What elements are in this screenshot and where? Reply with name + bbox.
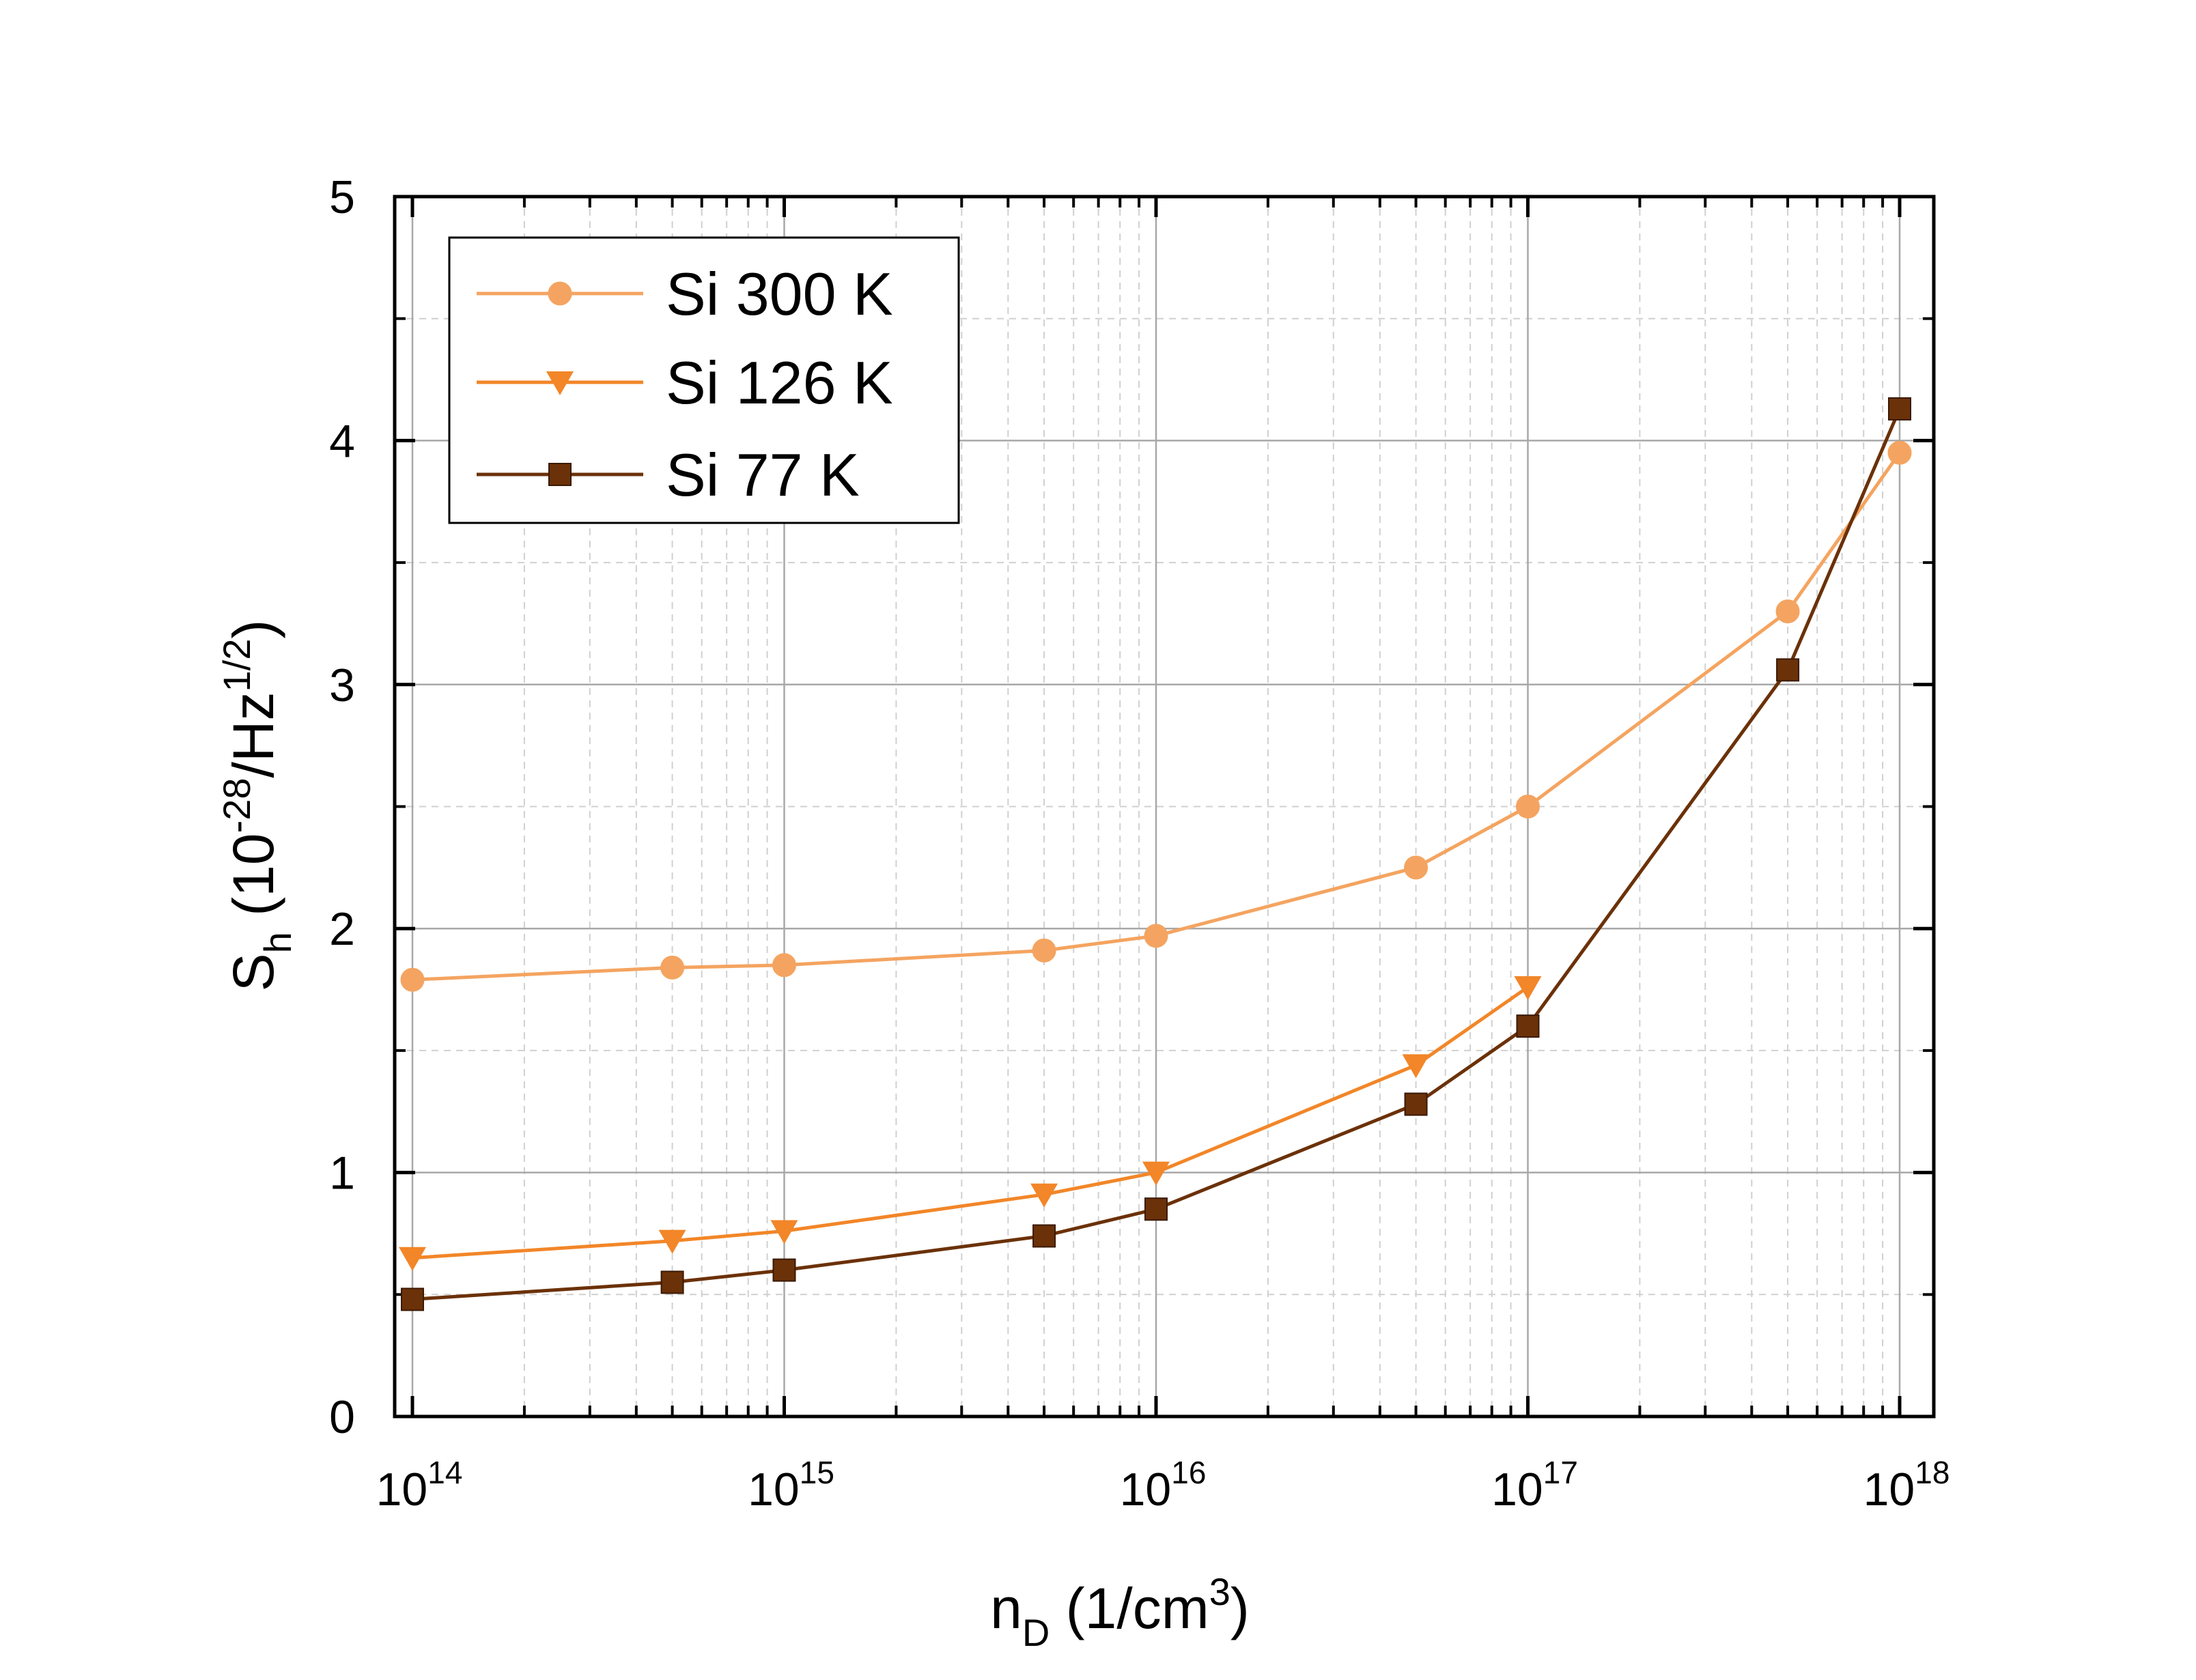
y-axis-label: Sh (10-28/Hz1/2) — [215, 620, 299, 992]
series-si-300-k — [400, 440, 1912, 992]
y-tick-label: 4 — [329, 415, 355, 467]
data-point-si-300-k — [1516, 795, 1540, 818]
x-tick-label: 1015 — [748, 1455, 834, 1515]
x-tick-label: 1017 — [1491, 1455, 1578, 1515]
data-point-si-300-k — [1032, 938, 1056, 963]
legend-marker-si-300-k — [548, 281, 572, 306]
data-point-si-77-k — [772, 1258, 796, 1282]
data-point-si-77-k — [1516, 1014, 1540, 1038]
plot-frame — [393, 195, 1936, 1419]
legend-marker-si-77-k — [548, 463, 572, 486]
data-point-si-300-k — [1887, 440, 1912, 465]
data-point-si-77-k — [1776, 658, 1800, 682]
data-point-si-300-k — [1144, 924, 1168, 948]
series-si-77-k — [401, 397, 1911, 1311]
data-point-si-126-k — [770, 1220, 798, 1244]
x-tick-label: 1016 — [1120, 1455, 1207, 1515]
axis-ticks — [395, 195, 1934, 1419]
y-tick-labels: 0 1 2 3 4 5 — [329, 171, 355, 1443]
data-point-si-300-k — [1404, 855, 1428, 880]
legend-item-si-300-k: Si 300 K — [477, 260, 893, 328]
legend-marker-si-126-k — [546, 371, 574, 395]
data-point-si-77-k — [660, 1270, 684, 1294]
legend-label-si-126-k: Si 126 K — [666, 349, 893, 416]
data-point-si-126-k — [1514, 976, 1542, 1000]
data-point-si-77-k — [1888, 397, 1911, 421]
data-point-si-126-k — [1402, 1054, 1430, 1079]
y-tick-label: 3 — [329, 659, 355, 711]
legend: Si 300 K Si 126 K Si 77 K — [448, 236, 960, 524]
legend-item-si-126-k: Si 126 K — [477, 349, 893, 416]
data-point-si-77-k — [1144, 1197, 1168, 1221]
x-tick-label: 1018 — [1863, 1455, 1950, 1515]
x-tick-labels: 1014 1015 1016 1017 1018 — [376, 1455, 1950, 1515]
data-point-si-77-k — [1404, 1092, 1428, 1116]
data-point-si-77-k — [1032, 1224, 1056, 1248]
data-point-si-300-k — [400, 967, 425, 992]
data-point-si-77-k — [401, 1287, 424, 1311]
legend-label-si-300-k: Si 300 K — [666, 260, 893, 328]
legend-item-si-77-k: Si 77 K — [477, 441, 860, 509]
data-point-si-300-k — [660, 955, 685, 980]
data-point-si-126-k — [1030, 1183, 1058, 1208]
legend-label-si-77-k: Si 77 K — [666, 441, 860, 509]
x-axis-label: nD (1/cm3) — [990, 1570, 1250, 1654]
y-tick-label: 2 — [329, 903, 355, 955]
x-tick-label: 1014 — [376, 1455, 463, 1515]
y-tick-label: 1 — [329, 1148, 355, 1199]
series-layer — [399, 397, 1912, 1311]
series-line-si-126-k — [412, 985, 1529, 1260]
data-point-si-126-k — [1142, 1161, 1170, 1186]
data-point-si-126-k — [399, 1247, 426, 1271]
y-tick-label: 0 — [329, 1391, 355, 1443]
data-point-si-126-k — [658, 1229, 686, 1254]
data-point-si-300-k — [772, 953, 796, 978]
data-point-si-300-k — [1775, 599, 1800, 624]
series-si-126-k — [399, 976, 1542, 1271]
y-tick-label: 5 — [329, 171, 355, 223]
